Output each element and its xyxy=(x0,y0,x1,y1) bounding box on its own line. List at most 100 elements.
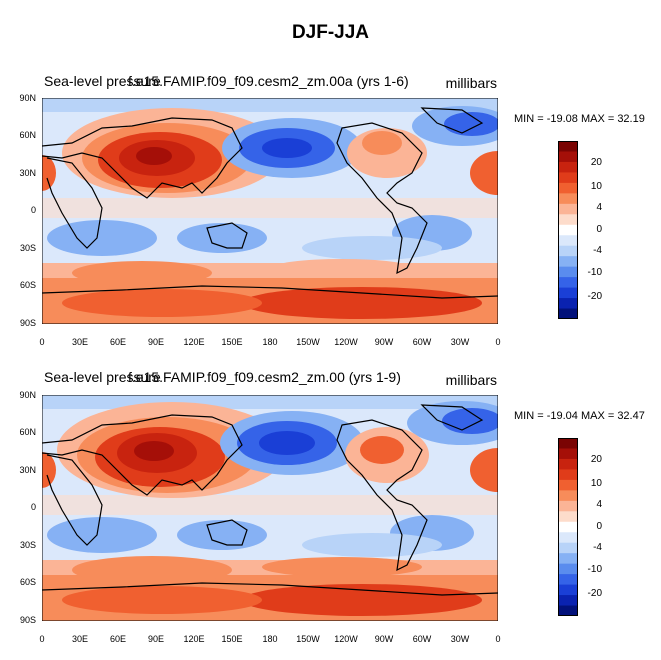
panel-2-lon-label: 120E xyxy=(183,634,205,644)
colorbar-swatch xyxy=(558,266,578,278)
colorbar-border xyxy=(558,438,578,616)
colorbar-swatch xyxy=(558,448,578,460)
colorbar-swatch xyxy=(558,182,578,194)
panel-2-coastlines xyxy=(42,404,498,596)
panel-1-colorbar-label: -4 xyxy=(593,245,602,256)
panel-1-center-title: f.e15.FAMIP.f09_f09.cesm2_zm.00a (yrs 1-… xyxy=(128,73,409,89)
panel-2-map xyxy=(42,395,498,621)
panel-2-lon-label: 60E xyxy=(109,634,126,644)
colorbar-swatch xyxy=(558,458,578,470)
panel-2-lat-label: 90S xyxy=(19,615,36,625)
panel-1-lon-label: 180 xyxy=(262,337,278,347)
panel-1-lon-label: 120E xyxy=(183,337,205,347)
panel-2-lat-label: 0 xyxy=(30,502,36,512)
panel-1-field xyxy=(42,98,498,324)
panel-2-lat-label: 60N xyxy=(19,427,36,437)
panel-1-colorbar-label: 4 xyxy=(596,202,602,213)
colorbar-swatch xyxy=(558,521,578,533)
panel-1-lon-label: 150W xyxy=(296,337,320,347)
panel-1-lon-label: 90E xyxy=(147,337,164,347)
panel-1-coastlines xyxy=(42,107,498,299)
colorbar-swatch xyxy=(558,224,578,236)
panel-1-lon-label: 0 xyxy=(495,337,501,347)
panel-2-left-title: Sea-level pressure xyxy=(44,369,161,385)
colorbar-swatch xyxy=(558,256,578,268)
colorbar-swatch xyxy=(558,479,578,491)
panel-2-field xyxy=(42,395,498,621)
panel-1-lon-label: 90W xyxy=(374,337,394,347)
colorbar-swatch xyxy=(558,277,578,289)
panel-2-center-title: f.e15.FAMIP.f09_f09.cesm2_zm.00 (yrs 1-9… xyxy=(128,369,401,385)
panel-2-lon-label: 120W xyxy=(334,634,358,644)
panel-2-lon-label: 60W xyxy=(412,634,432,644)
panel-2-colorbar-label: -10 xyxy=(587,564,602,575)
panel-2-lat-label: 30N xyxy=(19,465,36,475)
panel-2-lon-label: 180 xyxy=(262,634,278,644)
colorbar-swatch xyxy=(558,214,578,226)
panel-1-lat-label: 90S xyxy=(19,318,36,328)
colorbar-swatch xyxy=(558,235,578,247)
colorbar-swatch xyxy=(558,141,578,152)
panel-2-colorbar-label: -20 xyxy=(587,588,602,599)
colorbar-swatch xyxy=(558,563,578,575)
colorbar-swatch xyxy=(558,542,578,554)
panel-2-lon-label: 90E xyxy=(147,634,164,644)
colorbar-swatch xyxy=(558,553,578,565)
colorbar-swatch xyxy=(558,438,578,449)
panel-1-colorbar xyxy=(558,141,578,319)
colorbar-border xyxy=(558,141,578,319)
panel-1-lat-label: 30S xyxy=(19,243,36,253)
panel-1-minmax: MIN = -19.08 MAX = 32.19 xyxy=(514,113,645,125)
panel-2-colorbar-label: 20 xyxy=(590,454,602,465)
panel-2-colorbar-label: 10 xyxy=(590,478,602,489)
panel-1-lat-label: 60S xyxy=(19,280,36,290)
panel-1-lat-label: 30N xyxy=(19,168,36,178)
figure-title: DJF-JJA xyxy=(291,22,370,43)
panel-2-lon-label: 90W xyxy=(374,634,394,644)
panel-2-lon-label: 30E xyxy=(71,634,88,644)
panel-2-lon-label: 150W xyxy=(296,634,320,644)
colorbar-swatch xyxy=(558,532,578,544)
colorbar-swatch xyxy=(558,193,578,205)
panel-1-colorbar-label: 0 xyxy=(596,224,602,235)
panel-2-lat-label: 30S xyxy=(19,540,36,550)
panel-1-map xyxy=(42,98,498,324)
colorbar-swatch xyxy=(558,151,578,163)
colorbar-swatch xyxy=(558,245,578,257)
colorbar-swatch xyxy=(558,595,578,607)
panel-1-units: millibars xyxy=(445,75,497,91)
colorbar-swatch xyxy=(558,203,578,215)
colorbar-swatch xyxy=(558,490,578,502)
panel-1-colorbar-label: 20 xyxy=(590,157,602,168)
colorbar-swatch xyxy=(558,308,578,319)
panel-1-lon-label: 0 xyxy=(39,337,45,347)
panel-2-lon-label: 150E xyxy=(221,634,243,644)
panel-1-lat-label: 90N xyxy=(19,93,36,103)
panel-1-lon-label: 30E xyxy=(71,337,88,347)
panel-2-minmax: MIN = -19.04 MAX = 32.47 xyxy=(514,410,645,422)
panel-1-lon-label: 60W xyxy=(412,337,432,347)
colorbar-swatch xyxy=(558,469,578,481)
panel-2-units: millibars xyxy=(445,372,497,388)
panel-1-lat-label: 0 xyxy=(30,205,36,215)
panel-2-lat-label: 60S xyxy=(19,577,36,587)
colorbar-swatch xyxy=(558,287,578,299)
panel-1-left-title: Sea-level pressure xyxy=(44,73,161,89)
colorbar-swatch xyxy=(558,298,578,310)
colorbar-swatch xyxy=(558,574,578,586)
panel-2-colorbar xyxy=(558,438,578,616)
panel-1-lat-label: 60N xyxy=(19,130,36,140)
colorbar-swatch xyxy=(558,584,578,596)
panel-2-colorbar-label: -4 xyxy=(593,542,602,553)
panel-1-colorbar-label: -20 xyxy=(587,291,602,302)
colorbar-swatch xyxy=(558,605,578,616)
panel-1-lon-label: 60E xyxy=(109,337,126,347)
colorbar-swatch xyxy=(558,511,578,523)
panel-2-lon-label: 30W xyxy=(450,634,470,644)
panel-2-lat-label: 90N xyxy=(19,390,36,400)
panel-1-lon-label: 30W xyxy=(450,337,470,347)
panel-2-colorbar-label: 0 xyxy=(596,521,602,532)
colorbar-swatch xyxy=(558,172,578,184)
panel-1-lon-label: 120W xyxy=(334,337,358,347)
panel-2-colorbar-label: 4 xyxy=(596,499,602,510)
